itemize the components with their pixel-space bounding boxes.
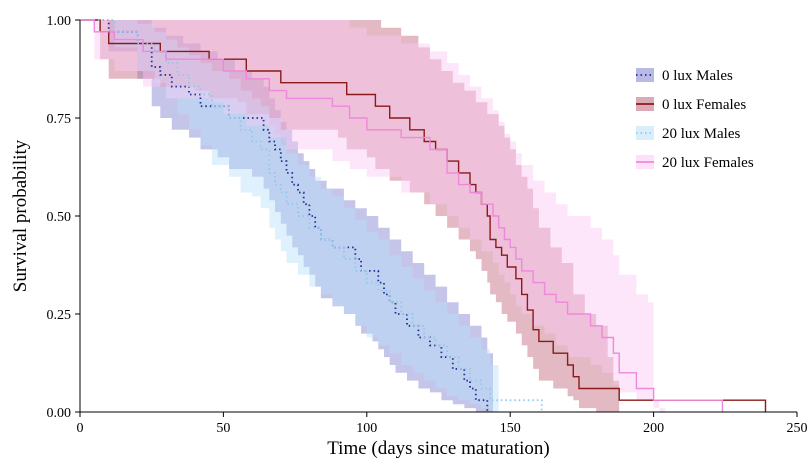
x-axis-ticks: 0 50 100 150 200 250 xyxy=(77,412,808,436)
confidence-bands xyxy=(80,20,666,412)
x-axis-title: Time (days since maturation) xyxy=(327,438,550,459)
x-tick-label: 50 xyxy=(216,421,230,436)
0-lux-females-ci-band xyxy=(80,20,620,412)
y-tick-label: 1.00 xyxy=(47,14,72,29)
x-tick-label: 250 xyxy=(787,421,808,436)
y-axis-title: Survival probability xyxy=(10,139,31,292)
y-tick-label: 0.00 xyxy=(47,406,72,421)
legend-label: 0 lux Males xyxy=(662,68,733,84)
x-tick-label: 200 xyxy=(643,421,664,436)
y-tick-label: 0.25 xyxy=(47,308,72,323)
legend-item-20-lux-females: 20 lux Females xyxy=(636,155,754,171)
legend-label: 20 lux Males xyxy=(662,126,740,142)
legend-label: 0 lux Females xyxy=(662,97,746,113)
legend-label: 20 lux Females xyxy=(662,155,754,171)
x-tick-label: 150 xyxy=(500,421,521,436)
legend-item-0-lux-females: 0 lux Females xyxy=(636,97,746,113)
y-tick-label: 0.75 xyxy=(47,112,72,127)
legend: 0 lux Males 0 lux Females 20 lux Males 20 l… xyxy=(636,68,754,171)
x-tick-label: 100 xyxy=(356,421,377,436)
legend-item-20-lux-males: 20 lux Males xyxy=(636,126,740,142)
0-lux-males-ci-band xyxy=(80,20,493,412)
legend-item-0-lux-males: 0 lux Males xyxy=(636,68,733,84)
x-tick-label: 0 xyxy=(77,421,84,436)
20-lux-females-curve xyxy=(80,19,724,412)
20-lux-females-ci-band xyxy=(80,20,666,412)
20-lux-males-curve xyxy=(80,19,543,412)
y-axis-ticks: 0.00 0.25 0.50 0.75 1.00 xyxy=(47,14,80,421)
y-tick-label: 0.50 xyxy=(47,210,72,225)
0-lux-females-curve xyxy=(80,19,767,412)
20-lux-males-ci-band xyxy=(80,20,499,412)
survival-curves xyxy=(80,19,767,412)
